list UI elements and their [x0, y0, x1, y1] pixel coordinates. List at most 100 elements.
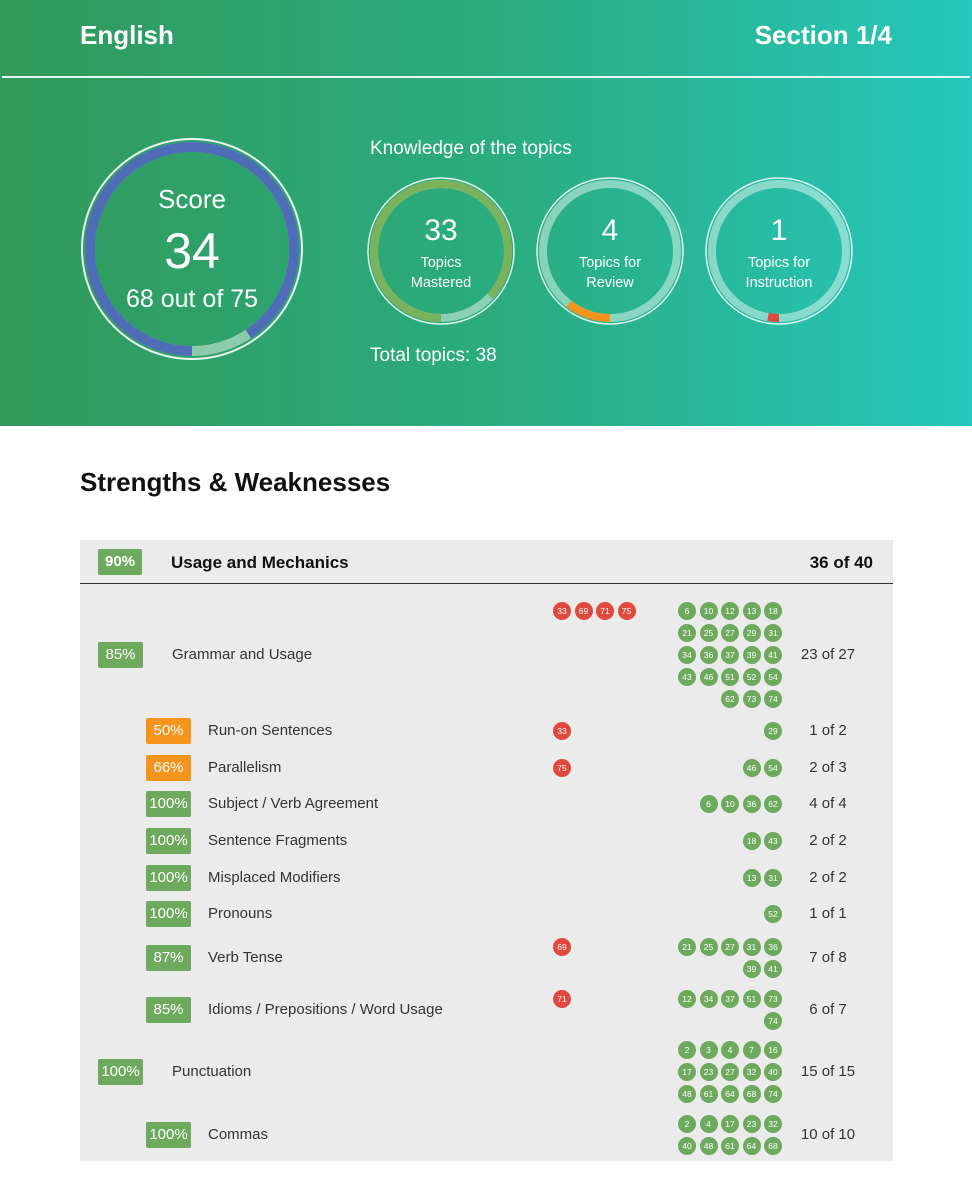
row-count: 2 of 2: [809, 869, 847, 886]
correct-question-badge: 64: [742, 1136, 761, 1155]
correct-question-badge: 31: [742, 938, 761, 957]
incorrect-question-badge: 69: [574, 602, 593, 621]
row-count: 10 of 10: [800, 1126, 856, 1143]
correct-question-badge: 43: [764, 832, 782, 850]
row-percent-badge: 100%: [146, 865, 191, 891]
row-count: 1 of 1: [809, 905, 847, 922]
section-indicator: Section 1/4: [754, 20, 892, 50]
row-count: 2 of 3: [809, 759, 847, 776]
correct-question-badge: 16: [764, 1041, 782, 1060]
correct-question-badge: 54: [764, 759, 782, 777]
row-percent-badge: 85%: [146, 997, 191, 1023]
row-percent-badge: 100%: [146, 791, 191, 817]
correct-question-badge: 3: [699, 1041, 718, 1060]
correct-question-badge: 74: [764, 1011, 782, 1030]
correct-question-badge: 29: [742, 624, 761, 643]
row-label: Sentence Fragments: [208, 832, 348, 849]
correct-question-badge: 74: [764, 1084, 782, 1103]
correct-question-badge: 62: [764, 795, 782, 813]
topic-caption-line: Mastered: [410, 275, 472, 291]
group-count: 36 of 40: [809, 553, 873, 572]
row-label: Punctuation: [172, 1063, 252, 1080]
row-count: 6 of 7: [809, 1001, 847, 1018]
row-label: Pronouns: [208, 905, 273, 922]
correct-question-badge: 51: [742, 990, 761, 1009]
correct-question-badge: 27: [721, 1063, 739, 1081]
correct-question-badge: 48: [699, 1136, 718, 1155]
correct-question-badge: 73: [764, 990, 782, 1009]
topic-caption: Topics Mastered: [366, 253, 516, 293]
correct-question-badge: 32: [742, 1063, 761, 1081]
topic-ring-3: [705, 177, 853, 325]
correct-question-badge: 39: [742, 646, 761, 664]
topic-caption-line: Instruction: [745, 275, 813, 291]
correct-question-badge: 37: [721, 990, 739, 1009]
correct-question-badge: 31: [764, 869, 782, 887]
correct-question-badge: 6: [699, 795, 718, 813]
correct-question-badge: 25: [699, 938, 718, 957]
correct-question-badge: 39: [742, 959, 761, 978]
correct-question-badge: 43: [678, 667, 696, 686]
correct-question-badge: 18: [742, 832, 761, 850]
incorrect-question-badge: 71: [596, 602, 614, 621]
correct-question-badge: 36: [742, 795, 761, 813]
correct-question-badge: 68: [764, 1136, 782, 1155]
strengths-weaknesses-title: Strengths & Weaknesses: [80, 467, 391, 497]
topic-ring-arc: [370, 180, 512, 322]
topic-count: 1: [770, 214, 788, 247]
correct-question-badge: 23: [742, 1115, 761, 1134]
correct-question-badge: 54: [764, 667, 782, 686]
topic-ring-arc: [539, 180, 681, 322]
correct-question-badge: 61: [721, 1136, 739, 1155]
incorrect-question-badge: 69: [553, 938, 571, 957]
row-label: Run-on Sentences: [208, 722, 333, 739]
correct-question-badge: 32: [764, 1115, 782, 1134]
topic-ring-2: [536, 177, 684, 325]
correct-question-badge: 6: [678, 602, 696, 621]
correct-question-badge: 18: [764, 602, 782, 621]
row-percent-badge: 100%: [146, 828, 191, 854]
strengths-table: 90% Usage and Mechanics 36 of 40 85% Gram…: [80, 540, 893, 1161]
correct-question-badge: 4: [721, 1041, 739, 1060]
topic-caption-line: Topics for: [578, 255, 642, 271]
row-label: Parallelism: [208, 759, 282, 776]
incorrect-question-badge: 75: [553, 759, 571, 777]
correct-question-badge: 46: [742, 759, 761, 777]
correct-question-badge: 10: [721, 795, 739, 813]
topic-ring-arc: [708, 180, 850, 322]
row-percent-badge: 50%: [146, 718, 191, 744]
row-count: 2 of 2: [809, 832, 847, 849]
correct-question-badge: 27: [721, 938, 739, 957]
score-label: Score: [158, 184, 226, 214]
correct-question-badge: 34: [678, 646, 696, 664]
knowledge-title: Knowledge of the topics: [370, 138, 572, 159]
correct-question-badge: 36: [764, 938, 782, 957]
row-percent-badge: 87%: [146, 945, 191, 971]
correct-question-badge: 13: [742, 869, 761, 887]
group-header: 90% Usage and Mechanics 36 of 40: [80, 540, 893, 584]
correct-question-badge: 36: [699, 646, 718, 664]
score-detail: 68 out of 75: [125, 285, 259, 313]
correct-question-badge: 52: [764, 905, 782, 923]
correct-question-badge: 21: [678, 624, 696, 643]
correct-question-badge: 7: [742, 1041, 761, 1060]
correct-question-badge: 2: [678, 1041, 696, 1060]
row-label: Verb Tense: [208, 949, 283, 966]
topic-count: 4: [601, 214, 619, 247]
score-ring: [81, 138, 303, 360]
correct-question-badge: 41: [764, 959, 782, 978]
topic-caption: Topics for Review: [535, 253, 685, 293]
correct-question-badge: 21: [678, 938, 696, 957]
correct-question-badge: 62: [721, 689, 739, 708]
total-topics: Total topics: 38: [370, 345, 497, 366]
topic-caption-line: Review: [586, 275, 634, 291]
correct-question-badge: 46: [699, 667, 718, 686]
correct-question-badge: 73: [742, 689, 761, 708]
correct-question-badge: 74: [764, 689, 782, 708]
row-label: Grammar and Usage: [172, 646, 313, 663]
correct-question-badge: 37: [721, 646, 739, 664]
correct-question-badge: 12: [721, 602, 739, 621]
row-label: Idioms / Prepositions / Word Usage: [208, 1001, 443, 1018]
row-count: 7 of 8: [809, 949, 847, 966]
row-percent-badge: 100%: [146, 901, 191, 927]
